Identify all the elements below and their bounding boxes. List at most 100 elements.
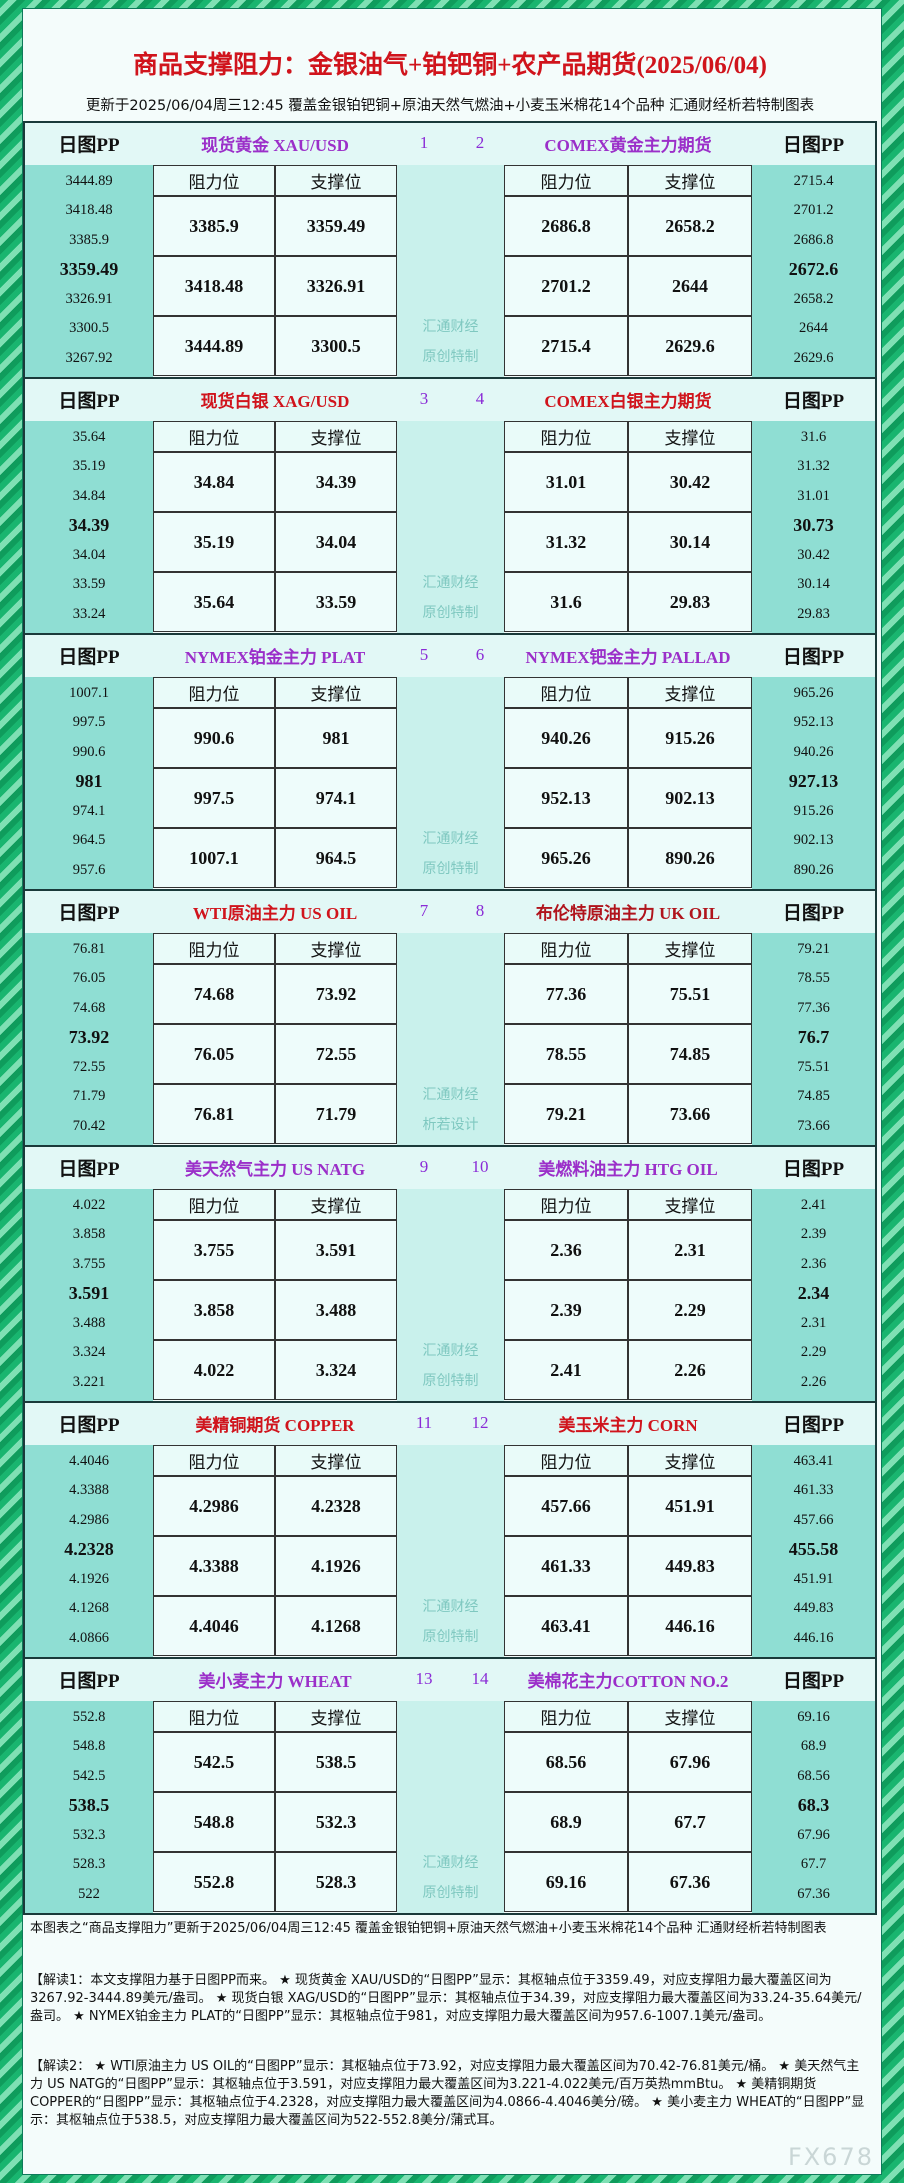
- level-cell: 2715.4: [504, 316, 628, 376]
- pivot-value: 73.92: [68, 1027, 110, 1047]
- pivot-value: 4.1926: [69, 1570, 109, 1587]
- pivot-value: 552.8: [72, 1708, 106, 1725]
- level-cell: 29.83: [628, 572, 752, 632]
- level-cell: 990.6: [153, 708, 275, 768]
- level-cell: 4.1268: [275, 1596, 397, 1656]
- pivot-value: 30.42: [797, 546, 830, 563]
- instrument-name: NYMEX钯金主力 PALLAD: [525, 647, 731, 667]
- pivot-value: 1007.1: [69, 684, 109, 701]
- level-cell: 449.83: [628, 1536, 752, 1596]
- table-header: 支撑位: [628, 1189, 752, 1220]
- pp-column: [25, 1701, 153, 1913]
- pp-label: 日图PP: [782, 1414, 845, 1436]
- pivot-value: 461.33: [793, 1482, 834, 1498]
- pivot-value: 997.5: [72, 714, 106, 730]
- level-cell: 4.2986: [153, 1476, 275, 1536]
- pivot-value: 77.36: [797, 999, 830, 1016]
- level-cell: 3326.91: [275, 256, 397, 316]
- pivot-value: 70.42: [72, 1117, 106, 1134]
- pivot-value: 34.84: [72, 487, 106, 504]
- level-cell: 964.5: [275, 828, 397, 888]
- level-cell: 34.04: [275, 512, 397, 572]
- pivot-value: 3326.91: [65, 290, 113, 307]
- level-cell: 2644: [628, 256, 752, 316]
- level-cell: 1007.1: [153, 828, 275, 888]
- pp-column: [752, 1189, 875, 1401]
- instrument-name: 布伦特原油主力 UK OIL: [535, 903, 721, 923]
- level-cell: 974.1: [275, 768, 397, 828]
- pivot-value: 2.34: [797, 1283, 830, 1303]
- pivot-value: 2.39: [800, 1226, 827, 1242]
- pp-column: [25, 677, 153, 889]
- level-cell: 3418.48: [153, 256, 275, 316]
- table-header: 阻力位: [504, 677, 628, 708]
- instrument-name: 美天然气主力 US NATG: [184, 1159, 366, 1179]
- level-cell: 2.41: [504, 1340, 628, 1400]
- table-header: 支撑位: [628, 933, 752, 964]
- pivot-value: 957.6: [72, 861, 106, 878]
- pivot-value: 72.55: [72, 1058, 106, 1075]
- pivot-value: 4.0866: [69, 1629, 109, 1646]
- level-cell: 79.21: [504, 1084, 628, 1144]
- instrument-name: 美燃料油主力 HTG OIL: [538, 1159, 718, 1179]
- instrument-number: 10: [471, 1157, 489, 1176]
- level-cell: 3.488: [275, 1280, 397, 1340]
- level-cell: 538.5: [275, 1732, 397, 1792]
- pivot-value: 4.4046: [69, 1452, 109, 1469]
- pp-column: [752, 933, 875, 1145]
- pivot-value: 74.68: [72, 999, 106, 1016]
- level-cell: 2629.6: [628, 316, 752, 376]
- pivot-value: 940.26: [793, 743, 834, 760]
- logo: FX678: [787, 2143, 874, 2171]
- pp-column: [752, 1445, 875, 1657]
- level-cell: 446.16: [628, 1596, 752, 1656]
- pivot-value: 3444.89: [65, 172, 113, 189]
- instrument-name: 现货黄金 XAU/USD: [201, 135, 349, 155]
- pivot-value: 457.66: [793, 1511, 834, 1528]
- watermark: 汇通财经: [422, 1856, 479, 1871]
- instrument-number: 13: [415, 1669, 433, 1688]
- pivot-value: 2.29: [800, 1344, 827, 1360]
- pp-column: [25, 421, 153, 633]
- instrument-number: 14: [471, 1669, 489, 1688]
- block-header-bg: [25, 1401, 875, 1445]
- level-cell: 72.55: [275, 1024, 397, 1084]
- level-cell: 902.13: [628, 768, 752, 828]
- pivot-value: 952.13: [793, 714, 834, 730]
- watermark: 汇通财经: [422, 832, 479, 847]
- pivot-value: 2644: [799, 320, 828, 336]
- pivot-value: 4.2328: [64, 1539, 114, 1559]
- level-cell: 68.56: [504, 1732, 628, 1792]
- level-cell: 3.858: [153, 1280, 275, 1340]
- level-cell: 2.36: [504, 1220, 628, 1280]
- level-cell: 965.26: [504, 828, 628, 888]
- pivot-value: 35.19: [72, 458, 106, 474]
- table-header: 支撑位: [628, 421, 752, 452]
- level-cell: 4.022: [153, 1340, 275, 1400]
- middle-column: [397, 421, 504, 633]
- pivot-value: 548.8: [72, 1738, 106, 1754]
- middle-column: [397, 165, 504, 377]
- level-cell: 3.591: [275, 1220, 397, 1280]
- block-header-bg: [25, 377, 875, 421]
- pivot-value: 35.64: [72, 428, 106, 445]
- instrument-number: 7: [419, 901, 429, 920]
- block-header-bg: [25, 121, 875, 165]
- pp-label: 日图PP: [58, 1670, 120, 1692]
- pivot-value: 890.26: [793, 861, 834, 878]
- middle-column: [397, 1701, 504, 1913]
- instrument-name: 美棉花主力COTTON NO.2: [527, 1671, 729, 1691]
- table-header: 支撑位: [275, 1445, 397, 1476]
- table-header: 支撑位: [275, 165, 397, 196]
- pivot-value: 67.36: [797, 1885, 830, 1902]
- level-cell: 915.26: [628, 708, 752, 768]
- level-cell: 2701.2: [504, 256, 628, 316]
- level-cell: 461.33: [504, 1536, 628, 1596]
- pp-label: 日图PP: [782, 390, 845, 412]
- level-cell: 78.55: [504, 1024, 628, 1084]
- block-header-bg: [25, 633, 875, 677]
- table-header: 支撑位: [628, 1445, 752, 1476]
- instrument-name: 美玉米主力 CORN: [558, 1415, 698, 1435]
- level-cell: 73.92: [275, 964, 397, 1024]
